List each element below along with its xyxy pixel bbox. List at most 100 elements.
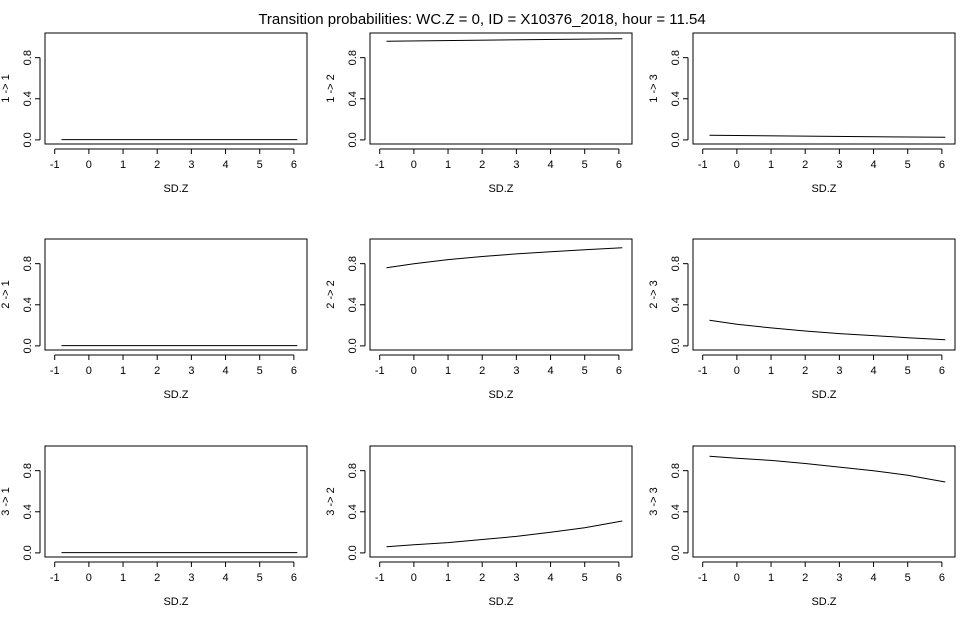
panel: -1 0 1 2 3 4 5 6 SD.Z 0.0 0.4 0.8 3 -> 3 bbox=[648, 445, 956, 608]
x-tick-label: 1 bbox=[768, 572, 774, 584]
x-axis: -1 0 1 2 3 4 5 6 bbox=[375, 354, 622, 377]
panel: -1 0 1 2 3 4 5 6 SD.Z 0.0 0.4 0.8 3 -> 1 bbox=[0, 445, 308, 608]
x-tick-label: -1 bbox=[50, 159, 60, 171]
x-tick-label: 0 bbox=[734, 572, 740, 584]
x-tick-label: 1 bbox=[445, 572, 451, 584]
y-tick-label: 0.4 bbox=[22, 504, 34, 519]
x-axis-title: SD.Z bbox=[163, 596, 188, 608]
x-tick-label: 5 bbox=[582, 572, 588, 584]
x-tick-label: 6 bbox=[616, 159, 622, 171]
x-tick-label: -1 bbox=[698, 159, 708, 171]
x-tick-label: 0 bbox=[411, 159, 417, 171]
plot-frame bbox=[369, 32, 633, 145]
x-tick-label: 6 bbox=[291, 159, 297, 171]
x-tick-label: 4 bbox=[870, 365, 876, 377]
x-axis-title: SD.Z bbox=[811, 389, 836, 401]
panel: -1 0 1 2 3 4 5 6 SD.Z 0.0 0.4 0.8 1 -> 2 bbox=[325, 32, 633, 195]
x-tick-label: 6 bbox=[939, 572, 945, 584]
panel: -1 0 1 2 3 4 5 6 SD.Z 0.0 0.4 0.8 1 -> 3 bbox=[648, 32, 956, 195]
series-line bbox=[709, 455, 946, 483]
y-tick-label: 0.0 bbox=[347, 545, 359, 560]
series-line bbox=[709, 134, 946, 138]
x-tick-label: 0 bbox=[86, 365, 92, 377]
figure-title: Transition probabilities: WC.Z = 0, ID =… bbox=[258, 11, 705, 28]
x-tick-label: 6 bbox=[291, 365, 297, 377]
x-axis: -1 0 1 2 3 4 5 6 bbox=[375, 561, 622, 584]
y-axis-title: 1 -> 3 bbox=[648, 74, 660, 102]
x-tick-label: 2 bbox=[479, 159, 485, 171]
x-tick-label: 6 bbox=[616, 365, 622, 377]
x-tick-label: 3 bbox=[513, 365, 519, 377]
plot-frame bbox=[369, 445, 633, 558]
x-tick-label: 3 bbox=[188, 365, 194, 377]
plot-frame bbox=[44, 32, 308, 145]
x-tick-label: 5 bbox=[257, 572, 263, 584]
x-tick-label: -1 bbox=[375, 572, 385, 584]
series-line bbox=[386, 38, 623, 42]
y-tick-label: 0.0 bbox=[670, 338, 682, 353]
y-axis: 0.0 0.4 0.8 bbox=[347, 256, 366, 354]
x-tick-label: 3 bbox=[836, 572, 842, 584]
x-tick-label: 1 bbox=[768, 365, 774, 377]
y-tick-label: 0.8 bbox=[22, 256, 34, 271]
y-axis: 0.0 0.4 0.8 bbox=[670, 50, 689, 148]
x-tick-label: 4 bbox=[222, 159, 228, 171]
y-axis-title: 3 -> 1 bbox=[0, 487, 12, 515]
y-axis-title: 2 -> 3 bbox=[648, 280, 660, 308]
x-tick-label: 2 bbox=[479, 572, 485, 584]
x-axis: -1 0 1 2 3 4 5 6 bbox=[50, 561, 297, 584]
panel-grid: -1 0 1 2 3 4 5 6 SD.Z 0.0 0.4 0.8 1 -> 1 -1 0 1 2 3 4 5 6 SD.… bbox=[0, 32, 956, 608]
y-tick-label: 0.4 bbox=[347, 91, 359, 106]
plot-frame bbox=[44, 238, 308, 351]
x-tick-label: 3 bbox=[836, 159, 842, 171]
x-tick-label: 2 bbox=[154, 572, 160, 584]
x-tick-label: 1 bbox=[120, 365, 126, 377]
plot-frame bbox=[692, 32, 956, 145]
x-tick-label: 0 bbox=[734, 365, 740, 377]
x-tick-label: 2 bbox=[802, 159, 808, 171]
x-tick-label: 3 bbox=[188, 572, 194, 584]
x-tick-label: 1 bbox=[768, 159, 774, 171]
x-tick-label: 3 bbox=[513, 159, 519, 171]
x-tick-label: 1 bbox=[120, 572, 126, 584]
y-tick-label: 0.8 bbox=[670, 256, 682, 271]
panel: -1 0 1 2 3 4 5 6 SD.Z 0.0 0.4 0.8 2 -> 2 bbox=[325, 238, 633, 401]
x-tick-label: 3 bbox=[836, 365, 842, 377]
x-tick-label: 4 bbox=[547, 365, 553, 377]
y-axis: 0.0 0.4 0.8 bbox=[22, 50, 41, 148]
x-tick-label: 5 bbox=[905, 365, 911, 377]
y-tick-label: 0.0 bbox=[347, 132, 359, 147]
x-tick-label: 5 bbox=[905, 572, 911, 584]
y-axis: 0.0 0.4 0.8 bbox=[347, 463, 366, 561]
y-axis-title: 2 -> 1 bbox=[0, 280, 12, 308]
x-tick-label: 0 bbox=[86, 572, 92, 584]
series-line bbox=[386, 520, 623, 548]
y-tick-label: 0.8 bbox=[670, 50, 682, 65]
x-axis-title: SD.Z bbox=[488, 183, 513, 195]
x-tick-label: -1 bbox=[375, 365, 385, 377]
x-tick-label: 1 bbox=[445, 159, 451, 171]
x-tick-label: 6 bbox=[616, 572, 622, 584]
x-tick-label: 4 bbox=[222, 572, 228, 584]
x-axis-title: SD.Z bbox=[163, 183, 188, 195]
y-axis-title: 1 -> 2 bbox=[325, 74, 337, 102]
y-axis: 0.0 0.4 0.8 bbox=[670, 256, 689, 354]
x-tick-label: 2 bbox=[154, 159, 160, 171]
x-tick-label: -1 bbox=[375, 159, 385, 171]
y-axis-title: 1 -> 1 bbox=[0, 74, 12, 102]
plot-frame bbox=[369, 238, 633, 351]
series-line bbox=[386, 247, 623, 269]
series-line bbox=[709, 319, 946, 341]
x-axis-title: SD.Z bbox=[811, 596, 836, 608]
y-axis: 0.0 0.4 0.8 bbox=[22, 463, 41, 561]
y-tick-label: 0.8 bbox=[347, 463, 359, 478]
x-axis-title: SD.Z bbox=[488, 596, 513, 608]
y-tick-label: 0.0 bbox=[22, 338, 34, 353]
plot-frame bbox=[692, 445, 956, 558]
x-tick-label: 1 bbox=[120, 159, 126, 171]
x-tick-label: -1 bbox=[698, 365, 708, 377]
x-tick-label: 5 bbox=[582, 159, 588, 171]
panel: -1 0 1 2 3 4 5 6 SD.Z 0.0 0.4 0.8 2 -> 1 bbox=[0, 238, 308, 401]
x-tick-label: 0 bbox=[734, 159, 740, 171]
